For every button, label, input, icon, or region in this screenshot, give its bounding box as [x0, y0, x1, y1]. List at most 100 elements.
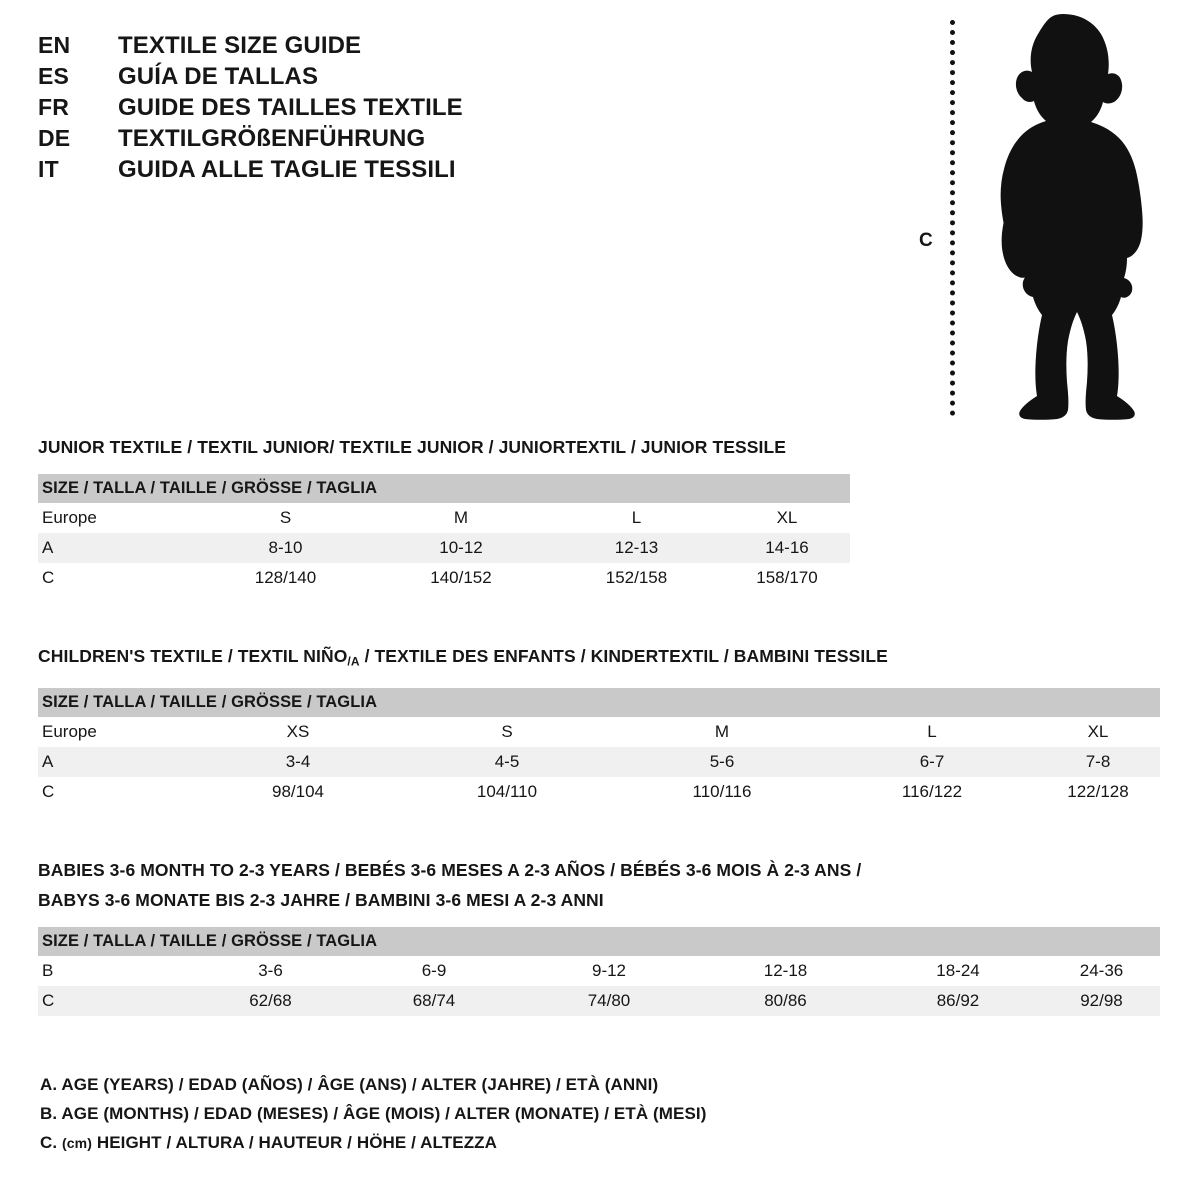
children-size-xs: XS [198, 717, 398, 748]
table-row: Europe S M L XL [38, 503, 850, 533]
language-row-fr: FR GUIDE DES TAILLES TEXTILE [38, 94, 538, 125]
junior-size-m: M [373, 503, 549, 533]
height-marker-label: C [919, 230, 933, 251]
babies-row-label-b: B [38, 956, 193, 986]
children-age-xs: 3-4 [198, 747, 398, 778]
table-row: C 128/140 140/152 152/158 158/170 [38, 563, 850, 593]
babies-height-5: 86/92 [873, 986, 1043, 1016]
language-row-es: ES GUÍA DE TALLAS [38, 63, 538, 94]
children-size-table: SIZE / TALLA / TAILLE / GRÖSSE / TAGLIA … [38, 688, 1160, 808]
section-title-babies-line1: BABIES 3-6 MONTH TO 2-3 YEARS / BEBÉS 3-… [38, 860, 862, 880]
guide-title-de: TEXTILGRÖßENFÜHRUNG [118, 125, 426, 152]
children-size-l: L [828, 717, 1036, 748]
language-code-de: DE [38, 125, 71, 151]
children-size-m: M [616, 717, 828, 748]
children-size-xl: XL [1036, 717, 1160, 748]
section-title-children-post: / TEXTILE DES ENFANTS / KINDERTEXTIL / B… [359, 646, 888, 666]
section-title-children-sub: /A [347, 654, 360, 669]
table-row: A 8-10 10-12 12-13 14-16 [38, 533, 850, 563]
table-row: Europe XS S M L XL [38, 717, 1160, 748]
guide-title-fr: GUIDE DES TAILLES TEXTILE [118, 94, 463, 121]
language-row-it: IT GUIDA ALLE TAGLIE TESSILI [38, 156, 538, 187]
children-height-xs: 98/104 [198, 777, 398, 808]
legend-line-c: C. (cm) HEIGHT / ALTURA / HAUTEUR / HÖHE… [40, 1128, 707, 1158]
child-silhouette-icon [1000, 14, 1143, 420]
children-row-label-a: A [38, 747, 198, 778]
table-row: C 98/104 104/110 110/116 116/122 122/128 [38, 777, 1160, 808]
section-junior-textile: JUNIOR TEXTILE / TEXTIL JUNIOR/ TEXTILE … [38, 432, 850, 593]
children-row-label-europe: Europe [38, 717, 198, 748]
junior-height-l: 152/158 [549, 563, 724, 593]
language-code-it: IT [38, 156, 59, 182]
language-code-en: EN [38, 32, 71, 58]
babies-height-4: 80/86 [698, 986, 873, 1016]
babies-months-3: 9-12 [520, 956, 698, 986]
language-row-de: DE TEXTILGRÖßENFÜHRUNG [38, 125, 538, 156]
section-children-textile: CHILDREN'S TEXTILE / TEXTIL NIÑO/A / TEX… [38, 641, 1160, 808]
babies-height-6: 92/98 [1043, 986, 1160, 1016]
guide-title-en: TEXTILE SIZE GUIDE [118, 32, 362, 59]
children-height-xl: 122/128 [1036, 777, 1160, 808]
junior-age-l: 12-13 [549, 533, 724, 563]
language-header-block: EN TEXTILE SIZE GUIDE ES GUÍA DE TALLAS … [38, 32, 538, 187]
section-title-babies-line2: BABYS 3-6 MONATE BIS 2-3 JAHRE / BAMBINI… [38, 890, 604, 910]
measurement-legend: A. AGE (YEARS) / EDAD (AÑOS) / ÂGE (ANS)… [40, 1070, 707, 1158]
children-table-band-row: SIZE / TALLA / TAILLE / GRÖSSE / TAGLIA [38, 688, 1160, 718]
babies-height-1: 62/68 [193, 986, 348, 1016]
guide-title-it: GUIDA ALLE TAGLIE TESSILI [118, 156, 456, 183]
legend-line-a: A. AGE (YEARS) / EDAD (AÑOS) / ÂGE (ANS)… [40, 1075, 659, 1094]
children-age-xl: 7-8 [1036, 747, 1160, 778]
language-code-es: ES [38, 63, 70, 89]
children-height-s: 104/110 [398, 777, 616, 808]
junior-height-m: 140/152 [373, 563, 549, 593]
children-age-l: 6-7 [828, 747, 1036, 778]
babies-band-label: SIZE / TALLA / TAILLE / GRÖSSE / TAGLIA [38, 927, 1160, 956]
junior-height-s: 128/140 [198, 563, 373, 593]
children-band-label: SIZE / TALLA / TAILLE / GRÖSSE / TAGLIA [38, 688, 1160, 718]
junior-size-s: S [198, 503, 373, 533]
babies-height-2: 68/74 [348, 986, 520, 1016]
guide-title-es: GUÍA DE TALLAS [118, 63, 319, 90]
section-title-junior: JUNIOR TEXTILE / TEXTIL JUNIOR/ TEXTILE … [38, 437, 787, 457]
table-row: B 3-6 6-9 9-12 12-18 18-24 24-36 [38, 956, 1160, 986]
junior-table-band-row: SIZE / TALLA / TAILLE / GRÖSSE / TAGLIA [38, 474, 850, 503]
junior-band-label: SIZE / TALLA / TAILLE / GRÖSSE / TAGLIA [38, 474, 850, 503]
babies-months-2: 6-9 [348, 956, 520, 986]
babies-months-1: 3-6 [193, 956, 348, 986]
table-row: C 62/68 68/74 74/80 80/86 86/92 92/98 [38, 986, 1160, 1016]
table-row: A 3-4 4-5 5-6 6-7 7-8 [38, 747, 1160, 778]
junior-size-xl: XL [724, 503, 850, 533]
junior-size-table: SIZE / TALLA / TAILLE / GRÖSSE / TAGLIA … [38, 474, 850, 593]
legend-line-b: B. AGE (MONTHS) / EDAD (MESES) / ÂGE (MO… [40, 1104, 707, 1123]
babies-months-4: 12-18 [698, 956, 873, 986]
junior-size-l: L [549, 503, 724, 533]
children-height-l: 116/122 [828, 777, 1036, 808]
children-age-s: 4-5 [398, 747, 616, 778]
section-title-children-pre: CHILDREN'S TEXTILE / TEXTIL NIÑO [38, 646, 348, 666]
height-dashed-line-icon [950, 20, 955, 416]
babies-table-band-row: SIZE / TALLA / TAILLE / GRÖSSE / TAGLIA [38, 927, 1160, 956]
junior-age-m: 10-12 [373, 533, 549, 563]
children-height-m: 110/116 [616, 777, 828, 808]
children-row-label-c: C [38, 777, 198, 808]
children-size-s: S [398, 717, 616, 748]
legend-line-c-prefix: C. [40, 1133, 58, 1152]
children-age-m: 5-6 [616, 747, 828, 778]
legend-line-c-rest: HEIGHT / ALTURA / HAUTEUR / HÖHE / ALTEZ… [96, 1133, 498, 1152]
babies-size-table: SIZE / TALLA / TAILLE / GRÖSSE / TAGLIA … [38, 927, 1160, 1016]
junior-row-label-europe: Europe [38, 503, 198, 533]
legend-line-c-unit: (cm) [62, 1135, 92, 1151]
junior-age-xl: 14-16 [724, 533, 850, 563]
babies-months-6: 24-36 [1043, 956, 1160, 986]
junior-row-label-a: A [38, 533, 198, 563]
section-title-children: CHILDREN'S TEXTILE / TEXTIL NIÑO/A / TEX… [38, 641, 1160, 676]
junior-height-xl: 158/170 [724, 563, 850, 593]
babies-row-label-c: C [38, 986, 193, 1016]
language-code-fr: FR [38, 94, 70, 120]
junior-row-label-c: C [38, 563, 198, 593]
section-babies-textile: BABIES 3-6 MONTH TO 2-3 YEARS / BEBÉS 3-… [38, 855, 1160, 1016]
language-row-en: EN TEXTILE SIZE GUIDE [38, 32, 538, 63]
babies-months-5: 18-24 [873, 956, 1043, 986]
junior-age-s: 8-10 [198, 533, 373, 563]
babies-height-3: 74/80 [520, 986, 698, 1016]
